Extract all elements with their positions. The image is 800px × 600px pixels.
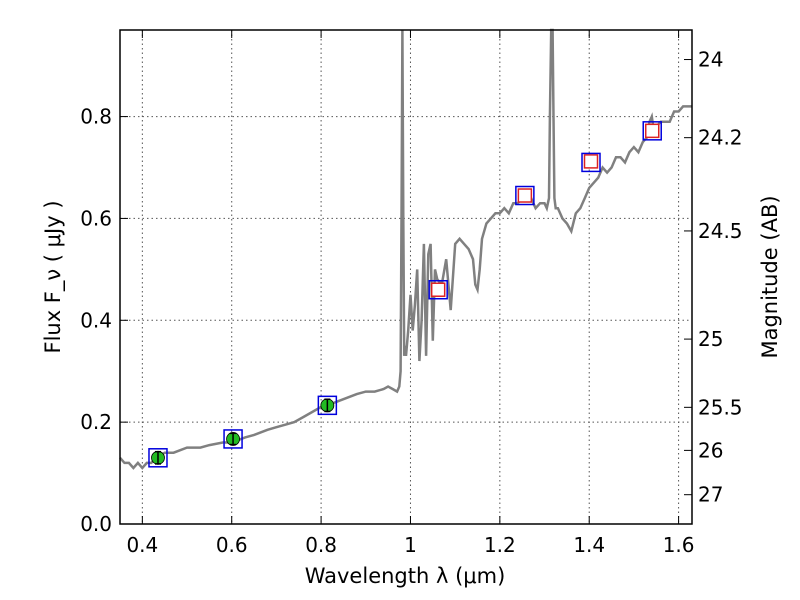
model-flux-marker	[317, 395, 338, 416]
y-axis-title: Flux F_ν ( μJy )	[41, 200, 66, 353]
x-axis-title: Wavelength λ (μm)	[305, 564, 506, 588]
y-tick-label: 0.4	[80, 308, 112, 332]
y-tick-label: 0.0	[80, 512, 112, 536]
mag-tick-label: 25.5	[698, 395, 743, 419]
plot-frame	[119, 29, 693, 525]
mag-tick-label: 25	[698, 327, 723, 351]
x-axis: 0.4 0.6 0.8 1 1.2 1.4 1.6	[126, 30, 695, 557]
mag-tick-label: 24.5	[698, 219, 743, 243]
mag-tick-label: 24.2	[698, 126, 743, 150]
x-tick-label: 0.4	[126, 533, 158, 557]
plot-area	[119, 28, 692, 470]
x-tick-label: 1.4	[573, 533, 605, 557]
mag-tick-label: 27	[698, 483, 723, 507]
x-tick-label: 1.6	[663, 533, 695, 557]
x-tick-label: 0.8	[305, 533, 337, 557]
upper-limit-marker	[644, 123, 660, 139]
y-axis-left: 0.0 0.2 0.4 0.6 0.8	[80, 105, 128, 536]
model-flux-marker	[642, 121, 662, 141]
x-tick-label: 1.2	[484, 533, 516, 557]
model-flux-marker	[515, 185, 535, 206]
y-tick-label: 0.2	[80, 410, 112, 434]
y2-axis-title: Magnitude (AB)	[758, 195, 782, 358]
mag-tick-label: 24	[698, 48, 723, 72]
grid	[120, 30, 692, 524]
model-flux-marker	[223, 429, 243, 449]
upper-limit-marker	[430, 282, 446, 297]
model-flux-marker	[581, 152, 601, 173]
x-tick-label: 1	[404, 533, 417, 557]
markers	[148, 121, 662, 468]
x-tick-label: 0.6	[216, 533, 248, 557]
upper-limit-marker	[517, 188, 533, 203]
mag-tick-label: 26	[698, 438, 723, 462]
y-tick-label: 0.8	[80, 105, 112, 129]
model-flux-marker	[148, 448, 168, 468]
y-axis-right: 24 24.2 24.5 25 25.5 26 27	[684, 48, 743, 507]
y-tick-label: 0.6	[80, 206, 112, 230]
model-flux-marker	[428, 279, 448, 300]
upper-limit-marker	[583, 154, 599, 169]
sed-spectrum-line	[119, 28, 692, 470]
